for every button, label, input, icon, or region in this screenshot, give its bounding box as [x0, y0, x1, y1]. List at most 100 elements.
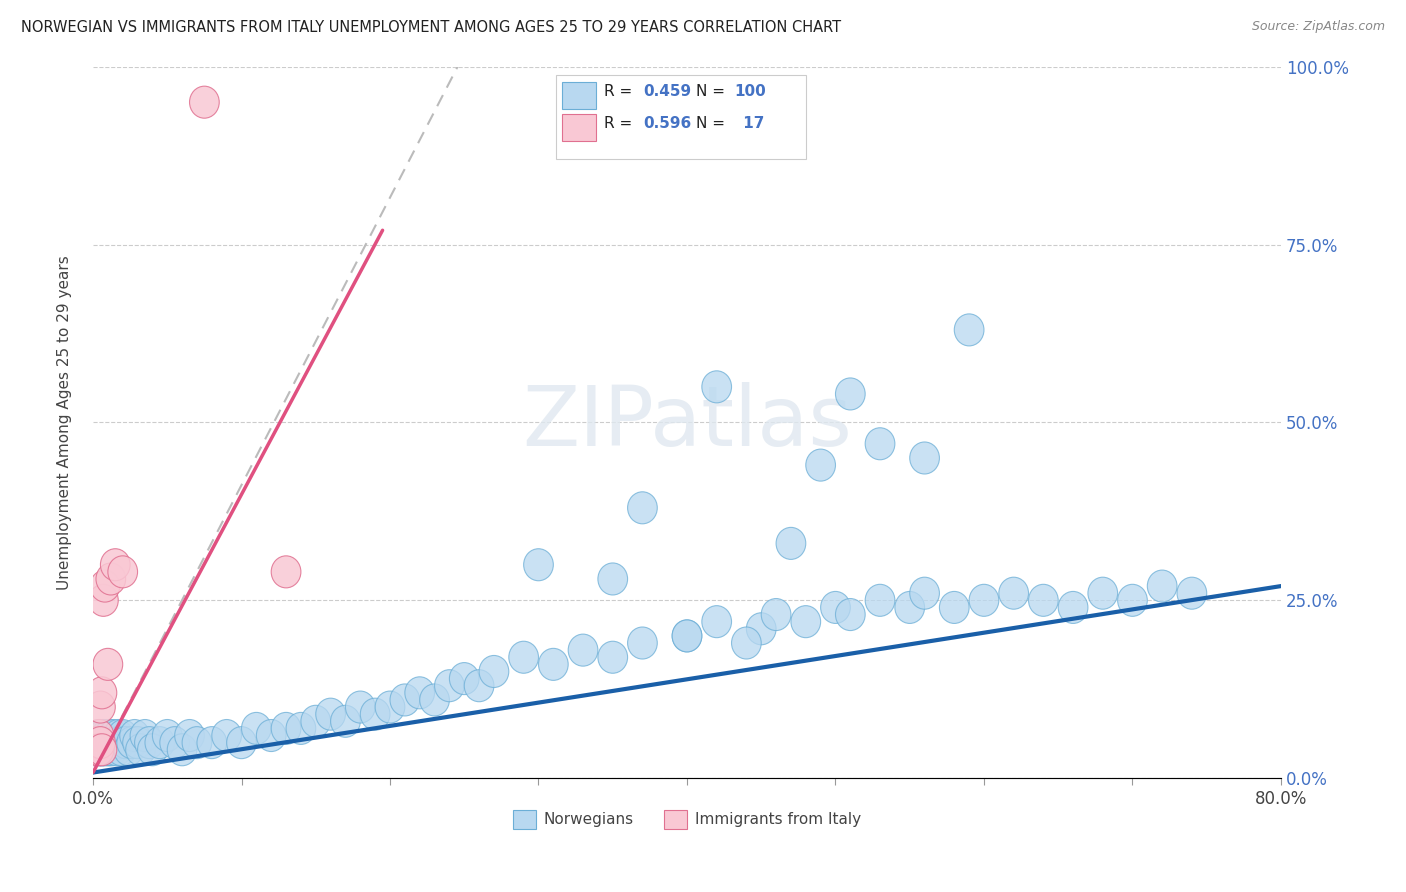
Ellipse shape [84, 734, 114, 765]
Ellipse shape [94, 734, 124, 765]
Ellipse shape [761, 599, 792, 631]
Ellipse shape [82, 727, 111, 759]
Ellipse shape [100, 727, 131, 759]
Ellipse shape [434, 670, 464, 702]
Ellipse shape [152, 720, 183, 752]
Ellipse shape [131, 720, 160, 752]
Ellipse shape [91, 727, 121, 759]
Ellipse shape [1029, 584, 1059, 616]
Ellipse shape [212, 720, 242, 752]
Ellipse shape [330, 706, 360, 738]
Ellipse shape [405, 677, 434, 709]
Ellipse shape [89, 720, 118, 752]
Ellipse shape [104, 720, 134, 752]
Ellipse shape [160, 727, 190, 759]
Y-axis label: Unemployment Among Ages 25 to 29 years: Unemployment Among Ages 25 to 29 years [58, 255, 72, 590]
Ellipse shape [271, 556, 301, 588]
Ellipse shape [939, 591, 969, 624]
Ellipse shape [509, 641, 538, 673]
Ellipse shape [120, 720, 149, 752]
Ellipse shape [87, 720, 117, 752]
Text: 0.459: 0.459 [643, 84, 692, 99]
Ellipse shape [672, 620, 702, 652]
Text: 17: 17 [738, 116, 765, 131]
Ellipse shape [731, 627, 761, 659]
Text: 100: 100 [734, 84, 766, 99]
Ellipse shape [865, 428, 894, 459]
Ellipse shape [242, 713, 271, 745]
Ellipse shape [114, 734, 143, 765]
Ellipse shape [89, 584, 118, 616]
Ellipse shape [117, 727, 146, 759]
Ellipse shape [226, 727, 256, 759]
Text: N =: N = [696, 116, 730, 131]
Ellipse shape [464, 670, 494, 702]
Ellipse shape [285, 713, 316, 745]
Ellipse shape [894, 591, 925, 624]
Ellipse shape [138, 734, 167, 765]
Ellipse shape [87, 734, 117, 765]
Ellipse shape [87, 734, 117, 765]
Ellipse shape [86, 727, 115, 759]
Ellipse shape [107, 734, 136, 765]
Ellipse shape [538, 648, 568, 681]
Ellipse shape [190, 87, 219, 119]
Ellipse shape [910, 442, 939, 474]
Ellipse shape [167, 734, 197, 765]
Ellipse shape [105, 727, 135, 759]
Ellipse shape [450, 663, 479, 695]
Ellipse shape [83, 727, 112, 759]
Ellipse shape [998, 577, 1029, 609]
Ellipse shape [98, 720, 129, 752]
Ellipse shape [910, 577, 939, 609]
Ellipse shape [111, 727, 141, 759]
Ellipse shape [360, 698, 389, 731]
Ellipse shape [806, 449, 835, 481]
Ellipse shape [865, 584, 894, 616]
Ellipse shape [101, 734, 132, 765]
Ellipse shape [389, 684, 420, 716]
Ellipse shape [702, 606, 731, 638]
Ellipse shape [792, 606, 821, 638]
Text: ZIPatlas: ZIPatlas [522, 382, 852, 463]
Ellipse shape [108, 720, 138, 752]
Ellipse shape [1118, 584, 1147, 616]
Ellipse shape [420, 684, 450, 716]
Ellipse shape [316, 698, 346, 731]
Ellipse shape [568, 634, 598, 666]
Ellipse shape [375, 691, 405, 723]
FancyBboxPatch shape [562, 82, 596, 110]
Ellipse shape [97, 734, 127, 765]
Ellipse shape [1177, 577, 1206, 609]
Ellipse shape [87, 727, 117, 759]
Ellipse shape [90, 570, 120, 602]
Ellipse shape [100, 549, 131, 581]
Ellipse shape [598, 563, 627, 595]
Text: N =: N = [696, 84, 730, 99]
Ellipse shape [776, 527, 806, 559]
Ellipse shape [87, 677, 117, 709]
Ellipse shape [197, 727, 226, 759]
Text: 0.596: 0.596 [643, 116, 692, 131]
Ellipse shape [122, 727, 152, 759]
Ellipse shape [84, 734, 114, 765]
Text: Source: ZipAtlas.com: Source: ZipAtlas.com [1251, 20, 1385, 33]
Ellipse shape [93, 734, 122, 765]
Text: R =: R = [603, 84, 637, 99]
Text: NORWEGIAN VS IMMIGRANTS FROM ITALY UNEMPLOYMENT AMONG AGES 25 TO 29 YEARS CORREL: NORWEGIAN VS IMMIGRANTS FROM ITALY UNEMP… [21, 20, 841, 35]
Ellipse shape [96, 727, 125, 759]
Ellipse shape [94, 720, 124, 752]
Ellipse shape [183, 727, 212, 759]
Ellipse shape [90, 727, 120, 759]
Ellipse shape [82, 734, 111, 765]
Ellipse shape [86, 727, 115, 759]
Ellipse shape [301, 706, 330, 738]
Ellipse shape [135, 727, 165, 759]
Ellipse shape [969, 584, 998, 616]
Ellipse shape [84, 720, 114, 752]
Ellipse shape [1088, 577, 1118, 609]
FancyBboxPatch shape [562, 114, 596, 141]
Ellipse shape [672, 620, 702, 652]
Ellipse shape [89, 734, 118, 765]
Ellipse shape [86, 691, 115, 723]
